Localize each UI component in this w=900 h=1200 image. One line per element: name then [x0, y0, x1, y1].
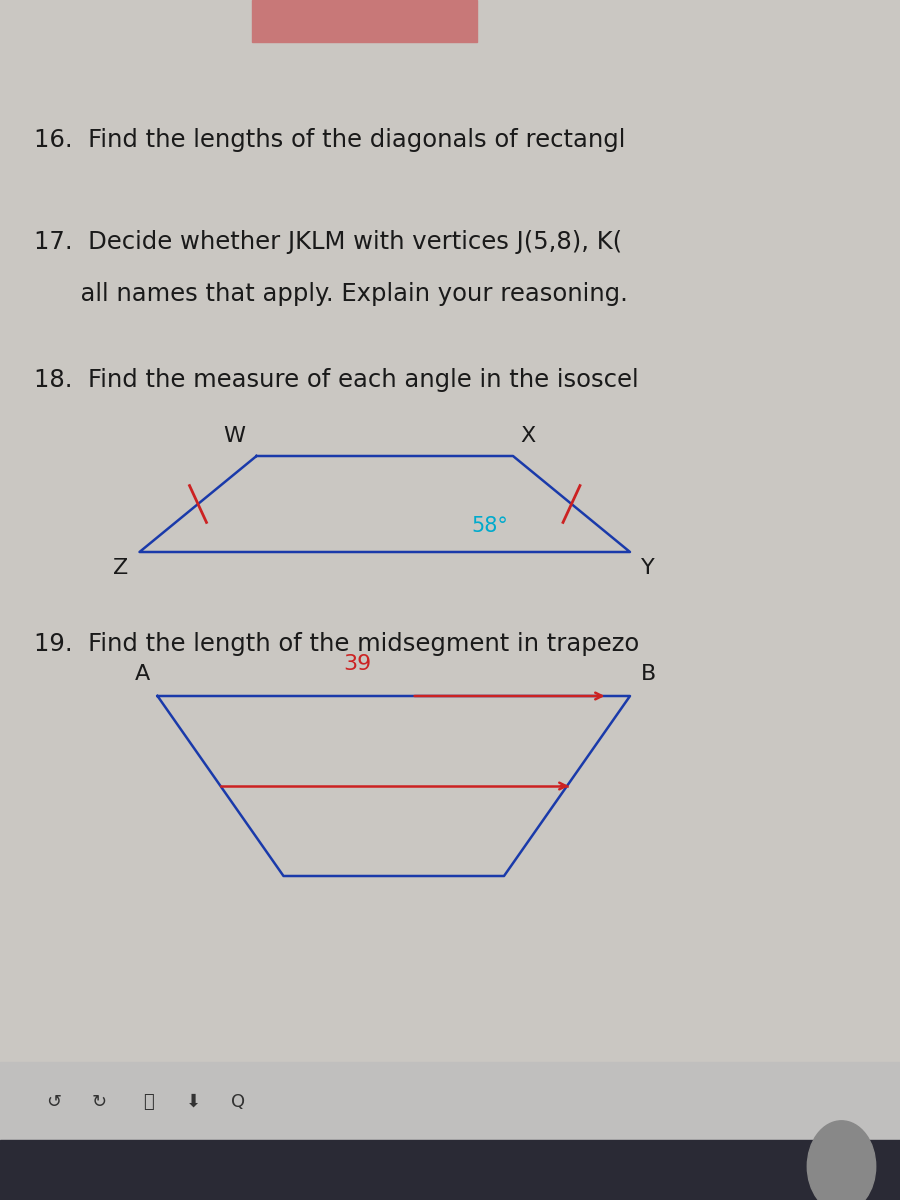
Text: 18.  Find the measure of each angle in the isoscel: 18. Find the measure of each angle in th… [34, 368, 639, 392]
Text: B: B [641, 664, 656, 684]
Text: X: X [520, 426, 536, 446]
Bar [0, 1140, 900, 1200]
Text: 39: 39 [344, 654, 372, 674]
Text: W: W [224, 426, 246, 446]
Text: all names that apply. Explain your reasoning.: all names that apply. Explain your reaso… [34, 282, 628, 306]
Text: 19.  Find the length of the midsegment in trapezo: 19. Find the length of the midsegment in… [34, 632, 639, 656]
Text: Q: Q [231, 1092, 246, 1111]
Text: ↻: ↻ [92, 1092, 106, 1111]
Text: A: A [135, 664, 150, 684]
Text: ⬇: ⬇ [186, 1092, 201, 1111]
Text: 17.  Decide whether JKLM with vertices J(5,8), K(: 17. Decide whether JKLM with vertices J(… [34, 230, 622, 254]
Bar [0, 1062, 900, 1140]
Circle shape [807, 1121, 876, 1200]
Text: ⬛: ⬛ [143, 1092, 154, 1111]
Text: ↺: ↺ [47, 1092, 61, 1111]
Text: Z: Z [113, 558, 129, 578]
Text: 16.  Find the lengths of the diagonals of rectangl: 16. Find the lengths of the diagonals of… [34, 128, 626, 152]
Text: Y: Y [641, 558, 654, 578]
Bar [252, 0, 477, 42]
Text: 58°: 58° [472, 516, 508, 535]
